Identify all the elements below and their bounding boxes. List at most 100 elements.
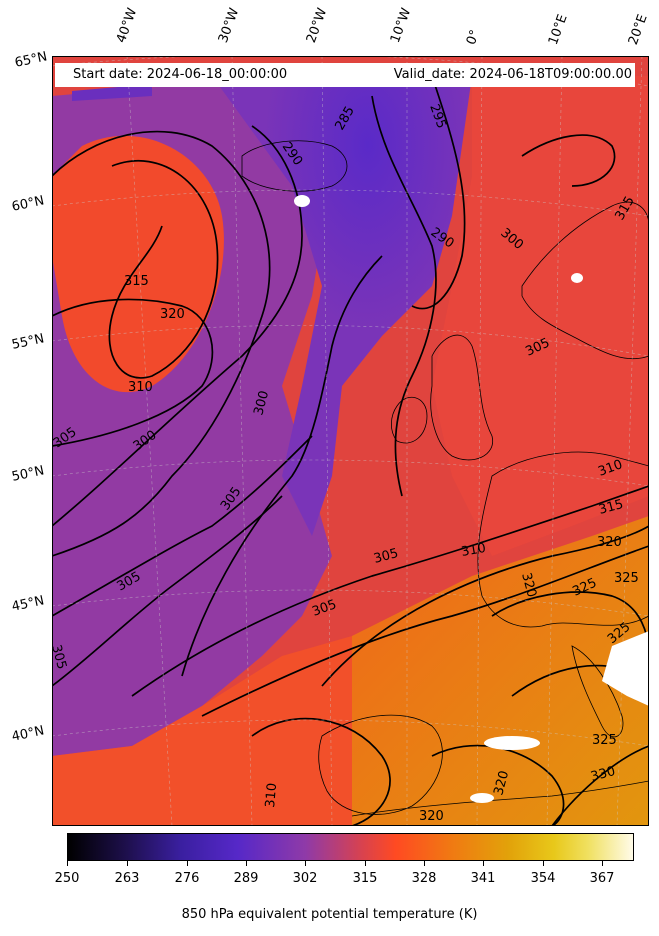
- contour-line: [108, 160, 219, 379]
- warm-tongue: [52, 135, 224, 393]
- missing-data-patch: [470, 793, 494, 803]
- colorbar: [67, 833, 634, 861]
- graticule-line: [321, 56, 333, 826]
- colorbar-tick-label: 289: [233, 871, 259, 886]
- missing-data-patch: [602, 631, 649, 706]
- contour-label: 320: [518, 571, 539, 599]
- contour-line: [52, 130, 271, 557]
- missing-data-patch: [294, 195, 310, 207]
- contour-label: 320: [491, 769, 512, 797]
- contour-line: [131, 485, 649, 697]
- contour-label: 325: [614, 571, 639, 586]
- colorbar-tick: [127, 861, 128, 866]
- lon-label-40w: 40°W: [113, 6, 141, 45]
- lon-label-20w: 20°W: [303, 6, 331, 45]
- colorbar-tick-label: 328: [411, 871, 437, 886]
- coastline-north-africa: [351, 780, 649, 817]
- graticule-line: [126, 56, 173, 826]
- contour-line: [551, 745, 649, 826]
- hot-airmass-southeast: [352, 516, 649, 826]
- graticule-line: [546, 56, 563, 826]
- contour-label: 315: [597, 497, 625, 518]
- colorbar-tick: [67, 861, 68, 866]
- lat-label-60n: 60°N: [10, 193, 46, 215]
- colorbar-tick-label: 354: [530, 871, 556, 886]
- colorbar-tick-label: 263: [114, 871, 140, 886]
- lon-label-20e: 20°E: [625, 12, 651, 48]
- graticule-line: [52, 719, 649, 747]
- contour-label: 320: [419, 809, 444, 824]
- lat-label-65n: 65°N: [13, 49, 49, 71]
- valid-date: Valid_date: 2024-06-18T09:00:00.00: [393, 67, 632, 82]
- missing-data-patch: [571, 273, 583, 283]
- theta-e-map: 285 290 290 295 300 300 300 305 305 305 …: [52, 56, 649, 826]
- missing-data-patch: [484, 736, 540, 750]
- colorbar-tick: [543, 861, 544, 866]
- contour-label: 305: [52, 643, 69, 671]
- coastline-europe: [477, 451, 649, 628]
- graticule-line: [231, 56, 253, 826]
- graticule-line: [52, 589, 649, 617]
- contour-line: [251, 717, 391, 826]
- contour-line: [201, 545, 649, 717]
- contour-label: 325: [592, 733, 617, 748]
- colorbar-tick: [187, 861, 188, 866]
- lat-label-40n: 40°N: [10, 723, 46, 745]
- graticule-line: [476, 56, 483, 826]
- coastline-italy: [571, 645, 624, 738]
- coastline-iberia: [318, 714, 443, 815]
- contour-line: [321, 525, 649, 687]
- map-frame: [52, 56, 649, 826]
- graticule-line: [52, 56, 649, 87]
- graticule-line: [616, 56, 643, 826]
- colorbar-tick-label: 367: [589, 871, 615, 886]
- colorbar-tick: [424, 861, 425, 866]
- contour-label: 300: [251, 389, 272, 417]
- colorbar-tick-label: 302: [292, 871, 318, 886]
- colorbar-tick-label: 276: [174, 871, 200, 886]
- coastline-britain: [430, 334, 494, 461]
- colorbar-tick: [602, 861, 603, 866]
- lon-label-10w: 10°W: [387, 6, 415, 45]
- colorbar-tick: [246, 861, 247, 866]
- header-cold-strip: [72, 84, 152, 101]
- contour-line: [52, 125, 303, 527]
- contour-line: [521, 134, 616, 187]
- warm-airmass-east: [432, 76, 649, 556]
- contour-label: 330: [589, 764, 617, 785]
- contour-line: [52, 435, 313, 617]
- coastline-scandinavia: [521, 201, 649, 360]
- contour-line: [411, 75, 466, 310]
- start-date: Start date: 2024-06-18_00:00:00: [73, 67, 288, 82]
- graticule-line: [52, 189, 649, 217]
- contour-label: 320: [597, 535, 622, 550]
- contour-line: [52, 495, 283, 687]
- contour-label: 310: [263, 782, 280, 808]
- contour-label: 310: [128, 380, 153, 395]
- coastline-iceland: [241, 140, 348, 192]
- colorbar-title: 850 hPa equivalent potential temperature…: [181, 907, 478, 922]
- colorbar-tick: [483, 861, 484, 866]
- graticule-line: [52, 459, 649, 487]
- coastline-ireland: [390, 396, 428, 444]
- contour-label: 310: [460, 541, 487, 560]
- lat-label-45n: 45°N: [10, 593, 46, 615]
- colorbar-tick: [365, 861, 366, 866]
- lon-label-0: 0°: [463, 27, 484, 47]
- contour-line: [181, 255, 383, 677]
- colorbar-tick: [305, 861, 306, 866]
- contour-label: 315: [124, 274, 149, 289]
- lon-label-30w: 30°W: [215, 6, 243, 45]
- lat-label-50n: 50°N: [10, 463, 46, 485]
- contour-label: 305: [372, 546, 400, 567]
- map-header: Start date: 2024-06-18_00:00:00 Valid_da…: [55, 63, 635, 87]
- warm-band-south: [52, 636, 352, 826]
- lon-label-10e: 10°E: [545, 12, 571, 48]
- contour-label: 320: [160, 307, 185, 322]
- graticule-line: [52, 325, 649, 357]
- colorbar-tick-label: 341: [470, 871, 496, 886]
- colorbar-tick-label: 315: [352, 871, 378, 886]
- colorbar-tick-label: 250: [54, 871, 80, 886]
- contour-line: [52, 298, 214, 447]
- lat-label-55n: 55°N: [10, 331, 46, 353]
